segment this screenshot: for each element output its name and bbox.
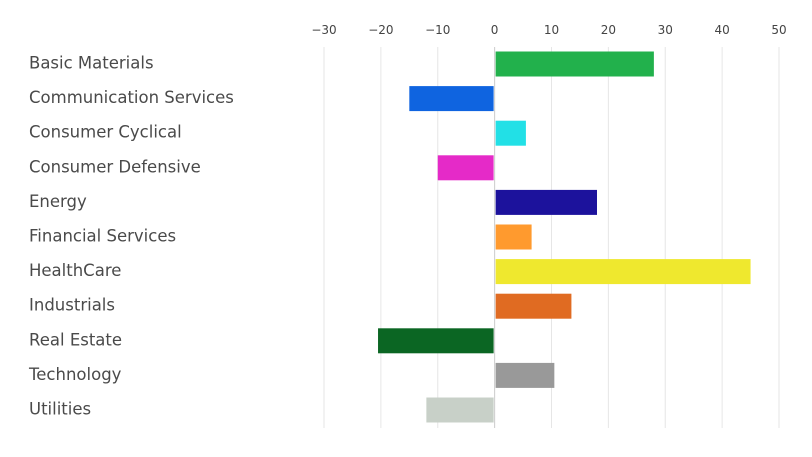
category-label: Real Estate bbox=[29, 330, 122, 349]
x-tick-label: 50 bbox=[771, 23, 786, 37]
category-label: Basic Materials bbox=[29, 54, 154, 73]
x-tick-label: −30 bbox=[311, 23, 336, 37]
category-label: HealthCare bbox=[29, 261, 121, 280]
x-tick-label: 0 bbox=[491, 23, 499, 37]
bar[interactable] bbox=[495, 189, 597, 215]
bar[interactable] bbox=[409, 86, 494, 112]
bar[interactable] bbox=[495, 224, 532, 250]
bar[interactable] bbox=[495, 362, 555, 388]
category-label: Industrials bbox=[29, 296, 115, 315]
category-label: Technology bbox=[28, 365, 122, 384]
x-tick-label: 40 bbox=[714, 23, 729, 37]
bar[interactable] bbox=[495, 259, 751, 285]
bar[interactable] bbox=[378, 328, 494, 354]
bar[interactable] bbox=[495, 120, 526, 146]
category-label: Consumer Defensive bbox=[29, 157, 201, 176]
category-label: Consumer Cyclical bbox=[29, 123, 182, 142]
category-labels: Basic Materials Communication Services Con… bbox=[28, 54, 234, 419]
x-tick-label: 20 bbox=[601, 23, 616, 37]
x-tick-label: −10 bbox=[425, 23, 450, 37]
category-label: Communication Services bbox=[29, 88, 234, 107]
bar[interactable] bbox=[437, 155, 494, 181]
x-axis-ticks: −30 −20 −10 0 10 20 30 40 50 bbox=[311, 23, 786, 37]
x-tick-label: 30 bbox=[658, 23, 673, 37]
category-label: Financial Services bbox=[29, 227, 176, 246]
category-label: Energy bbox=[29, 192, 87, 211]
x-tick-label: 10 bbox=[544, 23, 559, 37]
bar[interactable] bbox=[495, 51, 654, 77]
bar[interactable] bbox=[426, 397, 494, 423]
bars bbox=[378, 51, 751, 423]
category-label: Utilities bbox=[29, 400, 91, 419]
bar[interactable] bbox=[495, 293, 572, 319]
x-tick-label: −20 bbox=[368, 23, 393, 37]
